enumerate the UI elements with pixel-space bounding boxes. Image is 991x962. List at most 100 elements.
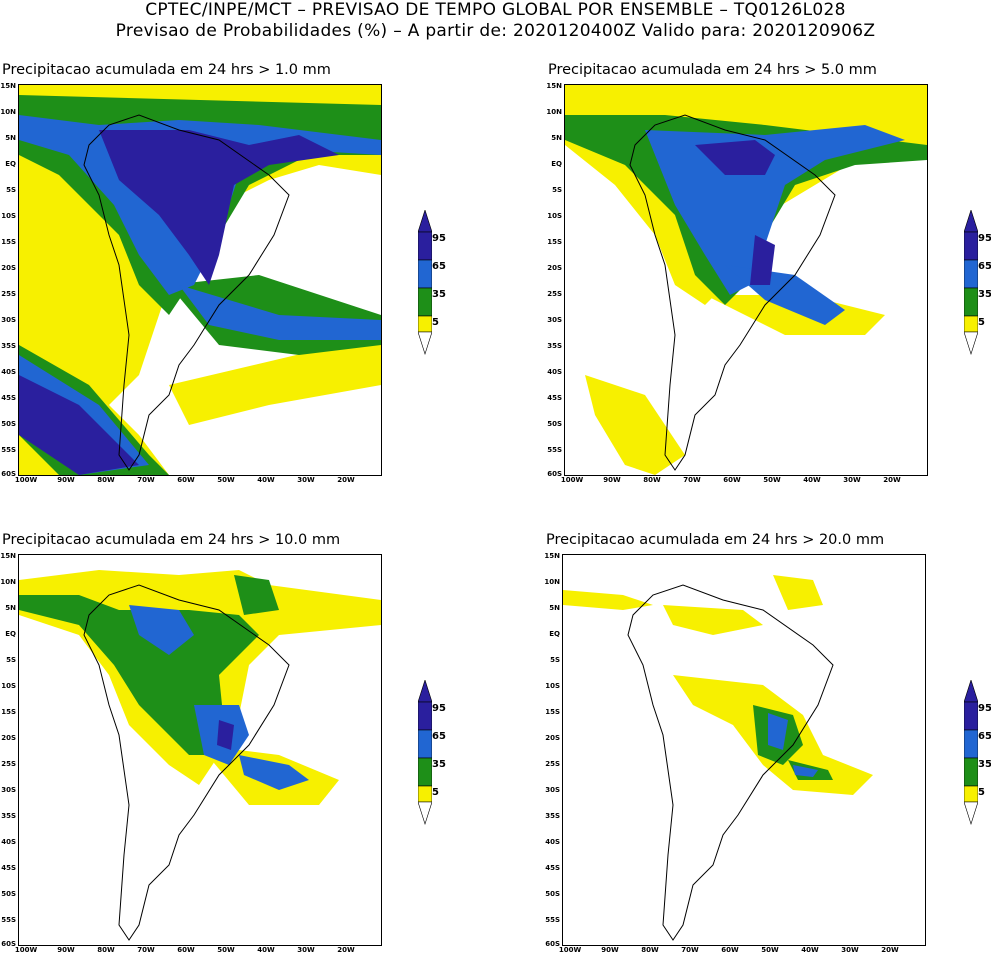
probability-map <box>562 554 926 946</box>
figure-subtitle: Previsao de Probabilidades (%) – A parti… <box>115 21 876 41</box>
lat-label: 15S <box>1 708 16 716</box>
legend-cap-95 <box>417 209 433 233</box>
legend-cap-0 <box>417 331 433 355</box>
lon-label: 90W <box>601 946 619 954</box>
legend-swatch-35 <box>963 757 979 787</box>
lon-label: 100W <box>14 946 38 954</box>
panel-title: Precipitacao acumulada em 24 hrs > 10.0 … <box>2 532 341 548</box>
lat-label: 30S <box>1 786 16 794</box>
legend-label: 5 <box>978 317 985 328</box>
legend-label: 35 <box>978 289 991 300</box>
lat-label: 55S <box>1 916 16 924</box>
lat-label: 15N <box>0 82 16 90</box>
panel-20mm: Precipitacao acumulada em 24 hrs > 20.0 … <box>544 532 991 962</box>
lat-label: 50S <box>1 890 16 898</box>
lat-label: 20S <box>1 264 16 272</box>
lon-label: 70W <box>683 476 701 484</box>
legend-swatch-65 <box>963 259 979 289</box>
lat-label: 15N <box>546 82 562 90</box>
lat-label: 55S <box>545 916 560 924</box>
legend-label: 35 <box>432 759 446 770</box>
lon-label: 90W <box>57 946 75 954</box>
legend-swatch-95 <box>417 231 433 261</box>
lat-label: 10N <box>546 108 562 116</box>
lat-label: 15S <box>547 238 562 246</box>
coastline <box>83 584 290 941</box>
prob-5-area <box>705 295 885 335</box>
lon-label: 40W <box>257 476 275 484</box>
lon-label: 40W <box>803 476 821 484</box>
map-canvas <box>19 85 381 475</box>
lat-label: EQ <box>549 630 560 638</box>
legend-cap-0 <box>963 801 979 825</box>
lat-label: EQ <box>551 160 562 168</box>
legend-label: 5 <box>432 317 439 328</box>
prob-65-area <box>239 755 309 790</box>
panel-1mm: Precipitacao acumulada em 24 hrs > 1.0 m… <box>0 62 452 492</box>
color-legend: 95 65 35 5 <box>963 679 991 825</box>
lon-label: 40W <box>801 946 819 954</box>
lat-label: 10S <box>547 212 562 220</box>
lat-label: 60S <box>545 940 560 948</box>
prob-95-area <box>695 140 775 175</box>
lon-label: 60W <box>723 476 741 484</box>
legend-label: 65 <box>432 731 446 742</box>
legend-label: 95 <box>432 233 446 244</box>
lat-label: 50S <box>1 420 16 428</box>
lat-label: 40S <box>547 368 562 376</box>
lat-label: 15N <box>544 552 560 560</box>
color-legend: 95 65 35 5 <box>963 209 991 355</box>
lat-label: 30S <box>1 316 16 324</box>
lon-label: 100W <box>560 476 584 484</box>
lat-label: 15N <box>0 552 16 560</box>
lon-label: 30W <box>843 476 861 484</box>
prob-65-area <box>768 713 788 750</box>
legend-cap-95 <box>963 209 979 233</box>
legend-label: 95 <box>432 703 446 714</box>
lat-label: 5N <box>551 134 562 142</box>
lat-label: 30S <box>545 786 560 794</box>
lon-label: 30W <box>297 476 315 484</box>
lat-label: 35S <box>1 812 16 820</box>
legend-swatch-95 <box>417 701 433 731</box>
legend-label: 5 <box>978 787 985 798</box>
lat-label: 5N <box>5 604 16 612</box>
prob-65-area <box>129 605 194 655</box>
lat-label: 55S <box>1 446 16 454</box>
lat-label: 60S <box>1 940 16 948</box>
lon-label: 30W <box>297 946 315 954</box>
lat-label: 25S <box>1 290 16 298</box>
legend-swatch-5 <box>963 315 979 333</box>
legend-label: 65 <box>978 731 991 742</box>
lat-label: 45S <box>1 864 16 872</box>
lat-label: EQ <box>5 160 16 168</box>
legend-cap-0 <box>963 331 979 355</box>
prob-5-area <box>663 605 763 635</box>
lat-label: 25S <box>1 760 16 768</box>
lat-label: 20S <box>545 734 560 742</box>
legend-swatch-5 <box>963 785 979 803</box>
lon-label: 20W <box>881 946 899 954</box>
prob-5-area <box>169 335 381 425</box>
lon-label: 100W <box>14 476 38 484</box>
lat-label: 35S <box>545 812 560 820</box>
lat-label: 55S <box>547 446 562 454</box>
legend-swatch-65 <box>417 729 433 759</box>
legend-label: 5 <box>432 787 439 798</box>
lon-label: 60W <box>721 946 739 954</box>
legend-swatch-65 <box>963 729 979 759</box>
legend-label: 95 <box>978 703 991 714</box>
lat-label: 5S <box>6 186 16 194</box>
prob-95-area <box>19 375 139 475</box>
panel-title: Precipitacao acumulada em 24 hrs > 1.0 m… <box>2 62 331 78</box>
lon-label: 20W <box>883 476 901 484</box>
color-legend: 95 65 35 5 <box>417 679 458 825</box>
lat-label: 5S <box>552 186 562 194</box>
legend-swatch-95 <box>963 701 979 731</box>
lat-label: 10N <box>0 108 16 116</box>
legend-label: 65 <box>978 261 991 272</box>
lat-label: 25S <box>545 760 560 768</box>
lon-label: 100W <box>558 946 582 954</box>
figure-header: CPTEC/INPE/MCT – PREVISAO DE TEMPO GLOBA… <box>0 0 991 41</box>
prob-5-area <box>563 590 653 610</box>
